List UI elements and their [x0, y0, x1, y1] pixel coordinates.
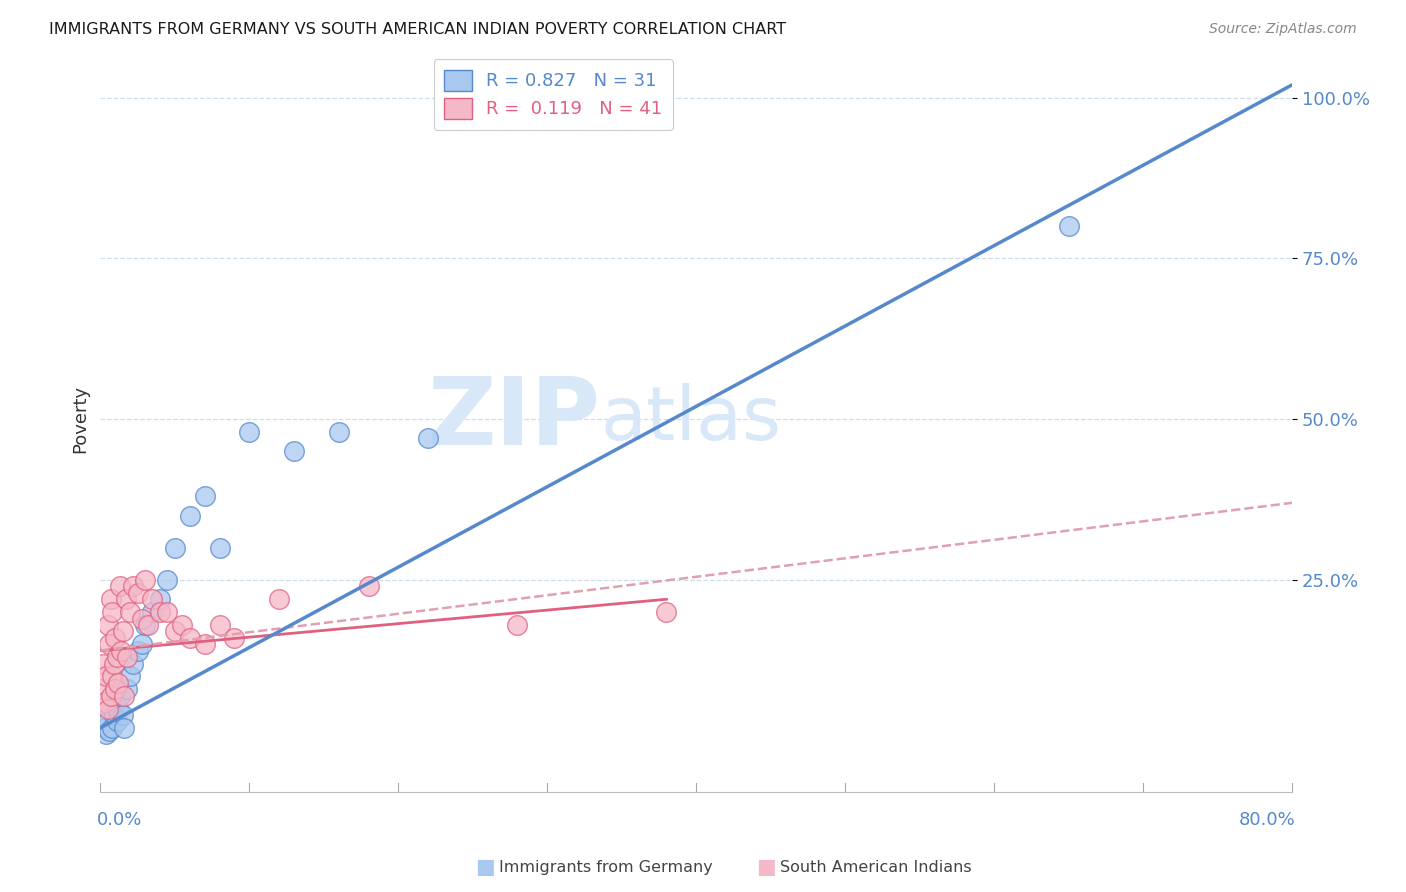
Point [179, 631, 201, 645]
Point [97, 701, 120, 715]
Point [98, 724, 121, 739]
Point [163, 541, 186, 555]
Point [328, 425, 350, 439]
Point [120, 605, 142, 619]
Point [238, 425, 260, 439]
Point [208, 618, 231, 632]
Y-axis label: Poverty: Poverty [72, 385, 89, 453]
Point [97, 618, 120, 632]
Text: atlas: atlas [600, 383, 782, 456]
Text: Source: ZipAtlas.com: Source: ZipAtlas.com [1209, 22, 1357, 37]
Point [134, 618, 156, 632]
Point [96, 727, 118, 741]
Point [105, 650, 128, 665]
Point [108, 579, 131, 593]
Point [194, 637, 217, 651]
Point [141, 592, 163, 607]
Point [100, 592, 122, 607]
Point [110, 643, 132, 657]
Point [115, 682, 138, 697]
Point [91, 657, 114, 671]
Point [156, 573, 179, 587]
Legend: R = 0.827   N = 31, R =  0.119   N = 41: R = 0.827 N = 31, R = 0.119 N = 41 [433, 59, 673, 129]
Point [141, 605, 163, 619]
Point [131, 637, 153, 651]
Point [163, 624, 186, 639]
Point [172, 618, 194, 632]
Text: ■: ■ [475, 857, 495, 877]
Point [107, 676, 129, 690]
Point [108, 689, 131, 703]
Point [103, 708, 125, 723]
Point [506, 618, 529, 632]
Point [1057, 219, 1080, 234]
Point [179, 508, 201, 523]
Point [97, 714, 120, 729]
Point [100, 701, 122, 715]
Point [156, 605, 179, 619]
Point [283, 444, 305, 458]
Point [131, 611, 153, 625]
Point [94, 721, 117, 735]
Text: 0.0%: 0.0% [97, 812, 143, 830]
Point [101, 605, 124, 619]
Point [104, 682, 127, 697]
Point [114, 592, 136, 607]
Point [112, 689, 135, 703]
Point [107, 701, 129, 715]
Text: 80.0%: 80.0% [1239, 812, 1295, 830]
Point [655, 605, 678, 619]
Point [98, 637, 121, 651]
Point [101, 669, 124, 683]
Point [111, 624, 134, 639]
Point [136, 618, 159, 632]
Text: Immigrants from Germany: Immigrants from Germany [499, 860, 713, 874]
Point [127, 586, 149, 600]
Point [104, 695, 127, 709]
Text: IMMIGRANTS FROM GERMANY VS SOUTH AMERICAN INDIAN POVERTY CORRELATION CHART: IMMIGRANTS FROM GERMANY VS SOUTH AMERICA… [49, 22, 786, 37]
Text: ■: ■ [756, 857, 776, 877]
Point [149, 605, 172, 619]
Point [111, 708, 134, 723]
Point [357, 579, 380, 593]
Point [94, 695, 117, 709]
Point [194, 489, 217, 503]
Point [122, 657, 145, 671]
Point [100, 689, 122, 703]
Text: ZIP: ZIP [427, 373, 600, 466]
Point [101, 721, 124, 735]
Point [104, 631, 127, 645]
Point [208, 541, 231, 555]
Point [112, 721, 135, 735]
Point [96, 669, 118, 683]
Text: South American Indians: South American Indians [780, 860, 972, 874]
Point [269, 592, 291, 607]
Point [134, 573, 156, 587]
Point [103, 657, 125, 671]
Point [127, 643, 149, 657]
Point [149, 592, 172, 607]
Point [122, 579, 145, 593]
Point [120, 669, 142, 683]
Point [115, 650, 138, 665]
Point [224, 631, 246, 645]
Point [105, 714, 128, 729]
Point [416, 432, 439, 446]
Point [90, 682, 112, 697]
